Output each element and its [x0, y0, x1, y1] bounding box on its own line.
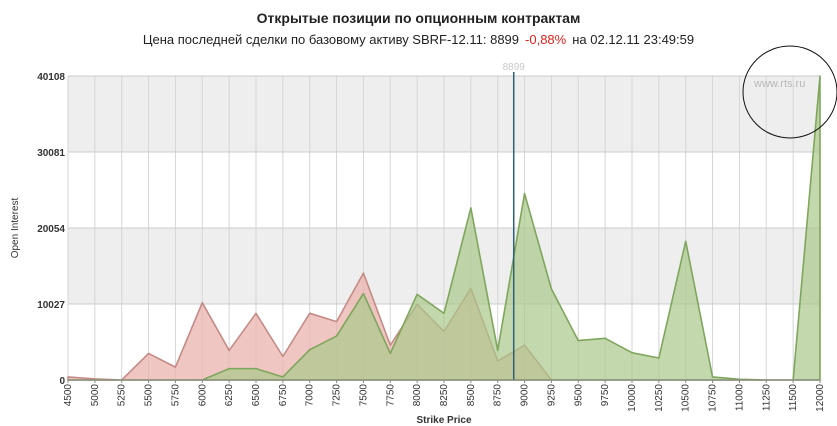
chart-subtitle: Цена последней сделки по базовому активу…: [0, 32, 837, 47]
x-tick-label: 5500: [144, 384, 155, 407]
x-tick-label: 10000: [627, 384, 638, 412]
x-tick-label: 11500: [788, 384, 799, 412]
watermark: www.rts.ru: [753, 78, 805, 90]
subtitle-suffix: на 02.12.11 23:49:59: [572, 32, 695, 47]
subtitle-prefix: Цена последней сделки по базовому активу…: [142, 32, 520, 47]
last-price-marker: 8899: [503, 62, 526, 380]
x-tick-label: 6500: [251, 384, 262, 407]
x-tick-label: 5250: [117, 384, 128, 407]
x-tick-label: 8750: [493, 384, 504, 407]
x-tick-label: 9000: [520, 384, 531, 407]
y-tick-label: 30081: [37, 148, 65, 159]
x-tick-label: 5750: [170, 384, 181, 407]
x-tick-label: 9750: [600, 384, 611, 407]
last-price-label: 8899: [503, 62, 526, 73]
x-tick-label: 7000: [305, 384, 316, 407]
x-tick-label: 6000: [197, 384, 208, 407]
y-tick-label: 20054: [37, 224, 65, 235]
watermark-circle: [742, 45, 837, 139]
y-tick-label: 40108: [37, 72, 65, 83]
x-tick-label: 12000: [815, 384, 826, 412]
x-tick-label: 4500: [63, 384, 74, 407]
x-tick-label: 5000: [90, 384, 101, 407]
x-tick-label: 8250: [439, 384, 450, 407]
chart-title: Открытые позиции по опционным контрактам: [256, 10, 581, 26]
x-tick-label: 9500: [573, 384, 584, 407]
x-tick-label: 10750: [708, 384, 719, 412]
x-tick-label: 6750: [278, 384, 289, 407]
x-tick-label: 10500: [681, 384, 692, 412]
x-tick-label: 8500: [466, 384, 477, 407]
x-tick-label: 8000: [412, 384, 423, 407]
x-tick-label: 7500: [358, 384, 369, 407]
x-tick-label: 7250: [332, 384, 343, 407]
x-tick-label: 7750: [385, 384, 396, 407]
x-axis-label: Strike Price: [416, 415, 471, 426]
x-tick-label: 11250: [761, 384, 772, 412]
y-axis-ticks: 0 10027 20054 30081 40108: [37, 72, 65, 387]
y-axis-label: Open Interest: [10, 197, 21, 258]
x-tick-label: 11000: [734, 384, 745, 412]
x-tick-label: 9250: [546, 384, 557, 407]
y-tick-label: 10027: [37, 300, 65, 311]
price-change: -0,88%: [525, 32, 567, 47]
y-tick-label: 0: [59, 376, 65, 387]
x-tick-label: 10250: [654, 384, 665, 412]
x-axis-ticks: 4500 5000 5250 5500 5750 6000 6250 6500 6750 7000…: [63, 380, 826, 412]
x-tick-label: 6250: [224, 384, 235, 407]
